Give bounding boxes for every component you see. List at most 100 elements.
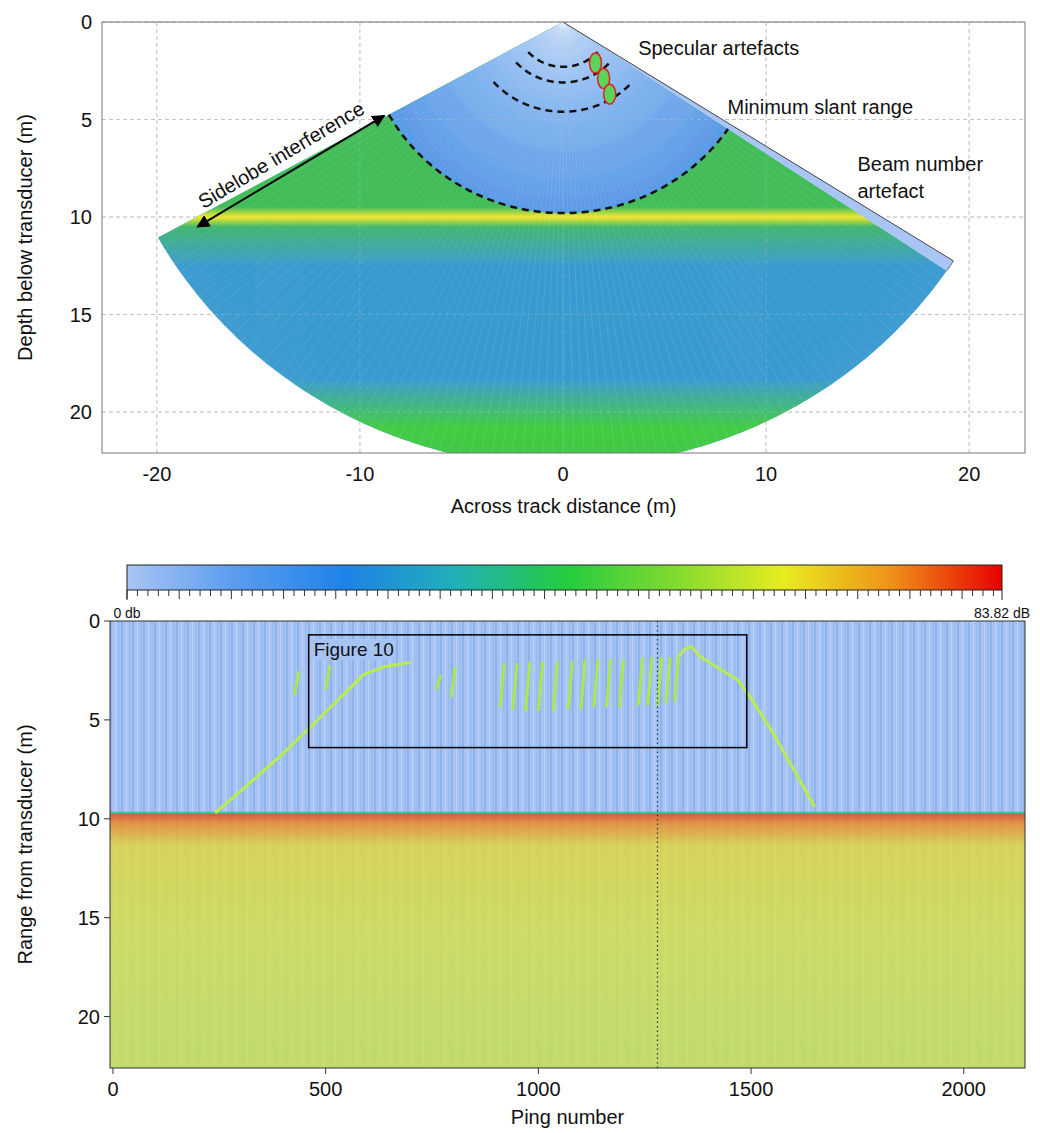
texture-line [563,22,821,391]
texture-line [439,22,563,450]
minor-tick [753,590,754,599]
figure-root: -20-100102005101520Across track distance… [0,0,1040,1133]
minor-tick [471,590,472,596]
texture-line [563,22,830,385]
axis-title: Range from transducer (m) [14,724,36,964]
artefact-edge [563,22,954,261]
minor-tick [492,590,493,599]
texture-line [563,22,804,402]
streak [436,676,440,688]
streak [295,672,299,694]
minor-tick [440,590,441,599]
texture-line [563,22,941,279]
annotation-line: Specular artefacts [638,37,799,59]
tick [104,1016,110,1017]
tick-label: 15 [70,304,92,326]
texture-line [180,22,563,272]
streak [513,665,517,709]
annotation: Specular artefacts [638,37,799,59]
minor-tick [962,590,963,599]
tick [104,621,110,622]
tick-label: 20 [958,463,980,485]
streak [553,663,557,710]
streak [538,663,542,710]
texture-line [563,22,738,434]
tick-label: 15 [78,907,100,929]
tick-label: 1000 [516,1078,561,1100]
minor-tick [294,590,295,596]
minor-tick [189,590,190,596]
minor-tick [847,590,848,596]
texture-line [361,22,563,422]
minor-tick [231,590,232,599]
axis-title: Across track distance (m) [451,495,677,517]
texture-line [390,22,563,434]
minor-tick [575,590,576,596]
minor-tick [857,590,858,599]
streak [619,661,623,706]
tick-label: 1500 [729,1078,774,1100]
texture-line [563,22,863,361]
minor-tick [680,590,681,596]
texture-line [306,22,563,392]
minor-tick [899,590,900,596]
minor-tick [815,590,816,596]
minor-tick [325,590,326,596]
minor-tick [387,590,388,599]
minor-tick [993,590,994,596]
minor-tick [565,590,566,596]
tick [127,590,128,600]
tick-label: 5 [81,109,92,131]
grid-line [562,22,563,453]
grid-line [102,217,1025,218]
minor-tick [158,590,159,596]
figure: -20-100102005101520Across track distance… [0,0,1040,1133]
minor-tick [335,590,336,599]
beam-texture [158,22,947,453]
minor-tick [868,590,869,596]
texture-line [563,22,886,340]
tick-label: 20 [78,1006,100,1028]
minor-tick [607,590,608,596]
minor-tick [534,590,535,596]
plot-frame [110,621,1025,1068]
water-column [110,621,1025,1068]
minor-tick [555,590,556,596]
minor-tick [878,590,879,596]
minor-tick [669,590,670,596]
texture-line [563,22,767,421]
texture-line [272,22,563,368]
minor-tick [502,590,503,596]
minor-tick [168,590,169,596]
grid-line [156,22,157,453]
minor-tick [930,590,931,596]
axis-title: Depth below transducer (m) [14,114,36,361]
minor-tick [826,590,827,596]
echogram-plot [110,621,1025,1068]
minor-tick [137,590,138,596]
minor-tick [367,590,368,596]
minor-tick [951,590,952,596]
minor-tick [523,590,524,596]
tick-label: 10 [755,463,777,485]
minor-tick [179,590,180,599]
tick-label: 20 [70,401,92,423]
streak [594,661,598,706]
minor-tick [795,590,796,596]
minor-tick [774,590,775,596]
grid-line [969,22,970,453]
annotation: Beam numberartefact [857,153,983,202]
minor-tick [784,590,785,596]
texture-line [563,22,616,453]
grid-line [102,314,1025,315]
annotation: Sidelobe interference [194,97,368,213]
minor-tick [638,590,639,596]
texture-line [470,22,563,453]
tick-label: 0 [107,1078,118,1100]
minor-tick [210,590,211,596]
box-label: Figure 10 [314,639,394,660]
axis-title: Ping number [511,1106,625,1128]
annotation: Minimum slant range [727,96,913,118]
streak [648,659,652,704]
minor-tick [805,590,806,599]
